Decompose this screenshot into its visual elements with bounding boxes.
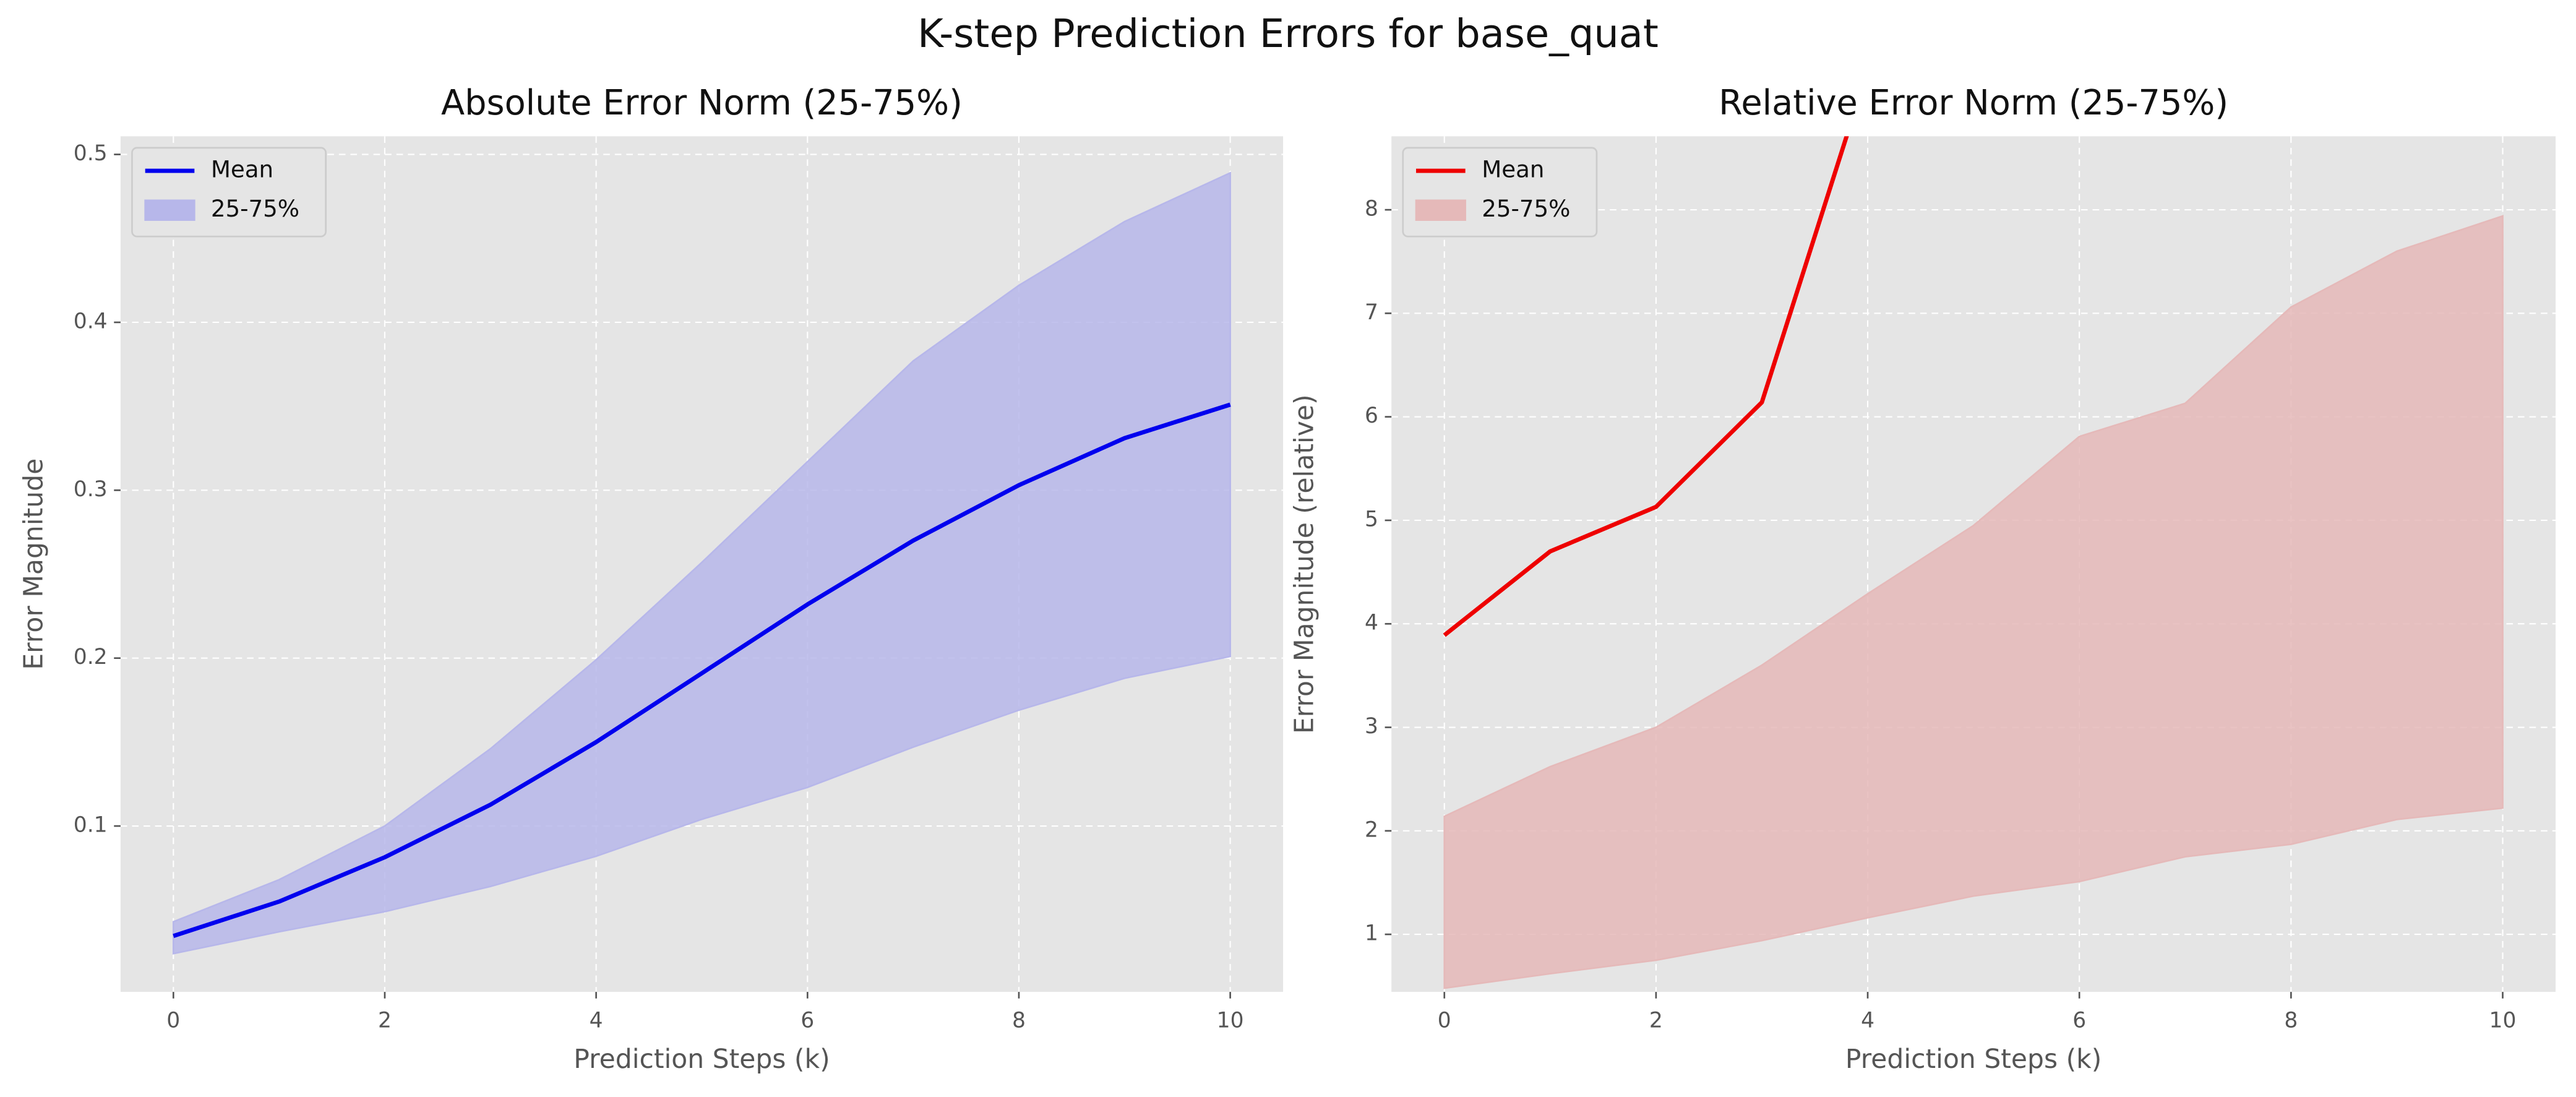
series-group xyxy=(1443,136,2504,989)
y-tick-label: 2 xyxy=(1365,817,1378,842)
series-group xyxy=(172,171,1231,955)
y-axis-label: Error Magnitude (relative) xyxy=(1290,394,1320,734)
x-tick-label: 8 xyxy=(2284,1008,2298,1033)
y-tick-label: 0.1 xyxy=(74,813,108,838)
x-tick-label: 8 xyxy=(1012,1008,1026,1033)
legend-label: Mean xyxy=(1482,157,1544,183)
x-tick-label: 2 xyxy=(1649,1008,1663,1033)
y-tick-label: 0.5 xyxy=(74,141,108,166)
x-tick-label: 6 xyxy=(801,1008,814,1033)
x-tick-label: 10 xyxy=(2489,1008,2517,1033)
y-tick-label: 4 xyxy=(1365,611,1378,635)
x-axis-label: Prediction Steps (k) xyxy=(1845,1044,2102,1075)
x-tick-label: 4 xyxy=(1861,1008,1874,1033)
x-tick-label: 0 xyxy=(166,1008,180,1033)
y-tick-label: 7 xyxy=(1365,300,1378,325)
y-axis-label: Error Magnitude xyxy=(19,458,49,670)
y-tick-label: 1 xyxy=(1365,921,1378,946)
y-tick-label: 0.3 xyxy=(74,477,108,502)
y-tick-label: 0.4 xyxy=(74,309,108,333)
y-tick-label: 5 xyxy=(1365,507,1378,531)
x-axis-label: Prediction Steps (k) xyxy=(573,1044,830,1075)
band xyxy=(172,171,1231,955)
line xyxy=(173,402,1231,939)
x-tick-label: 2 xyxy=(378,1008,392,1033)
y-tick-label: 8 xyxy=(1365,197,1378,222)
y-tick-label: 6 xyxy=(1365,403,1378,428)
legend: Mean 25-75% xyxy=(131,147,327,238)
legend-label: Mean xyxy=(211,157,273,183)
suptitle: K-step Prediction Errors for base_quat xyxy=(917,11,1659,57)
subplot: 0 2 4 6 8 10 0.1 0.2 0.3 0.4 0.5 Absolute Error Nor… xyxy=(19,83,1284,1075)
subplot-title: Absolute Error Norm (25-75%) xyxy=(441,83,963,123)
x-tick-label: 6 xyxy=(2072,1008,2086,1033)
y-tick-label: 0.2 xyxy=(74,645,108,669)
x-tick-label: 10 xyxy=(1217,1008,1244,1033)
line xyxy=(1443,136,1849,637)
x-tick-label: 0 xyxy=(1438,1008,1451,1033)
legend-swatch xyxy=(144,199,195,221)
legend-label: 25-75% xyxy=(211,196,299,222)
legend-swatch xyxy=(1415,199,1466,221)
legend: Mean 25-75% xyxy=(1402,147,1598,238)
x-tick-label: 4 xyxy=(590,1008,603,1033)
y-tick-label: 3 xyxy=(1365,714,1378,739)
legend-label: 25-75% xyxy=(1482,196,1570,222)
subplot-title: Relative Error Norm (25-75%) xyxy=(1719,83,2228,123)
band xyxy=(1443,215,2504,989)
